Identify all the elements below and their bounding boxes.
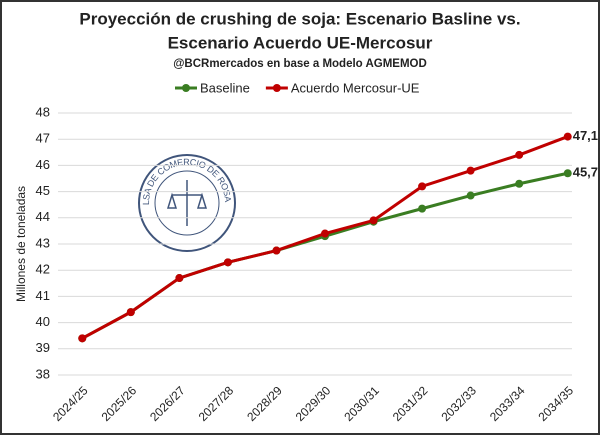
point (563, 132, 572, 141)
y-tick-label: 39 (36, 340, 50, 355)
point (321, 229, 329, 238)
logo-ring (138, 154, 236, 252)
y-tick-label: 47 (36, 131, 50, 146)
y-tick-label: 46 (36, 157, 50, 172)
legend-marker (182, 84, 190, 92)
legend-marker (272, 84, 281, 92)
y-tick-label: 38 (36, 366, 50, 381)
y-tick-label: 45 (36, 183, 50, 198)
y-tick-label: 40 (36, 314, 50, 329)
y-axis-label: Millones de toneladas (14, 186, 28, 302)
point (563, 169, 572, 178)
point (418, 204, 427, 213)
point (223, 258, 232, 267)
data-label: 47,1 (573, 128, 598, 143)
y-tick-label: 41 (36, 288, 50, 303)
point (126, 308, 135, 317)
logo-icon (166, 180, 208, 226)
y-tick-label: 43 (36, 235, 50, 250)
y-tick-label: 44 (36, 209, 50, 224)
point (466, 191, 475, 200)
point (175, 274, 184, 283)
chart-subtitle: @BCRmercados en base a Modelo AGMEMOD (173, 58, 427, 70)
chart-title: Proyección de crushing de soja: Escenari… (79, 9, 520, 28)
logo-ring (154, 170, 220, 236)
point (466, 166, 475, 175)
y-tick-label: 48 (36, 104, 50, 119)
y-tick-label: 42 (36, 262, 50, 277)
point (369, 216, 378, 225)
point (418, 182, 427, 191)
point (78, 334, 87, 343)
point (515, 150, 524, 159)
data-label: 45,7 (573, 165, 598, 180)
legend-label: Acuerdo Mercosur-UE (291, 80, 420, 95)
point (515, 179, 524, 188)
point (272, 246, 281, 255)
legend-label: Baseline (200, 80, 250, 95)
chart-title: Escenario Acuerdo UE-Mercosur (168, 33, 433, 52)
